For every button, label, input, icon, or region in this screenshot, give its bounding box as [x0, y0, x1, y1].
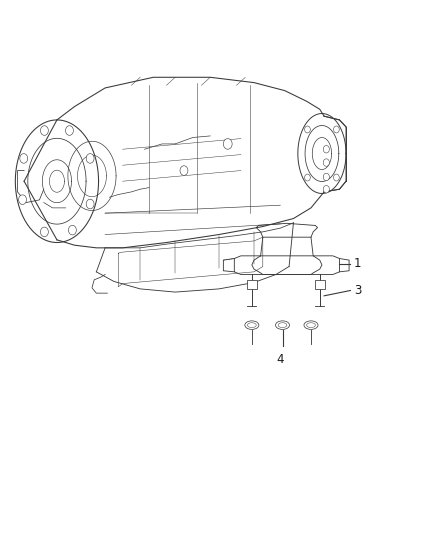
Text: 3: 3: [354, 284, 361, 297]
Ellipse shape: [323, 185, 329, 193]
Ellipse shape: [304, 174, 310, 181]
Ellipse shape: [66, 126, 74, 135]
Text: 1: 1: [354, 257, 361, 270]
Ellipse shape: [323, 146, 329, 153]
Ellipse shape: [334, 126, 339, 133]
Ellipse shape: [334, 174, 339, 181]
FancyBboxPatch shape: [315, 280, 325, 289]
Ellipse shape: [304, 321, 318, 329]
Ellipse shape: [276, 321, 290, 329]
Ellipse shape: [323, 173, 329, 181]
Ellipse shape: [304, 126, 310, 133]
Ellipse shape: [18, 195, 26, 205]
Ellipse shape: [245, 321, 259, 329]
Ellipse shape: [323, 159, 329, 166]
Ellipse shape: [223, 139, 232, 149]
Ellipse shape: [68, 225, 76, 235]
FancyBboxPatch shape: [247, 280, 257, 289]
Ellipse shape: [180, 166, 188, 175]
Ellipse shape: [20, 154, 28, 163]
Ellipse shape: [40, 227, 48, 237]
Text: 4: 4: [276, 353, 284, 366]
Ellipse shape: [86, 199, 94, 209]
Ellipse shape: [40, 126, 48, 135]
Ellipse shape: [86, 154, 94, 163]
